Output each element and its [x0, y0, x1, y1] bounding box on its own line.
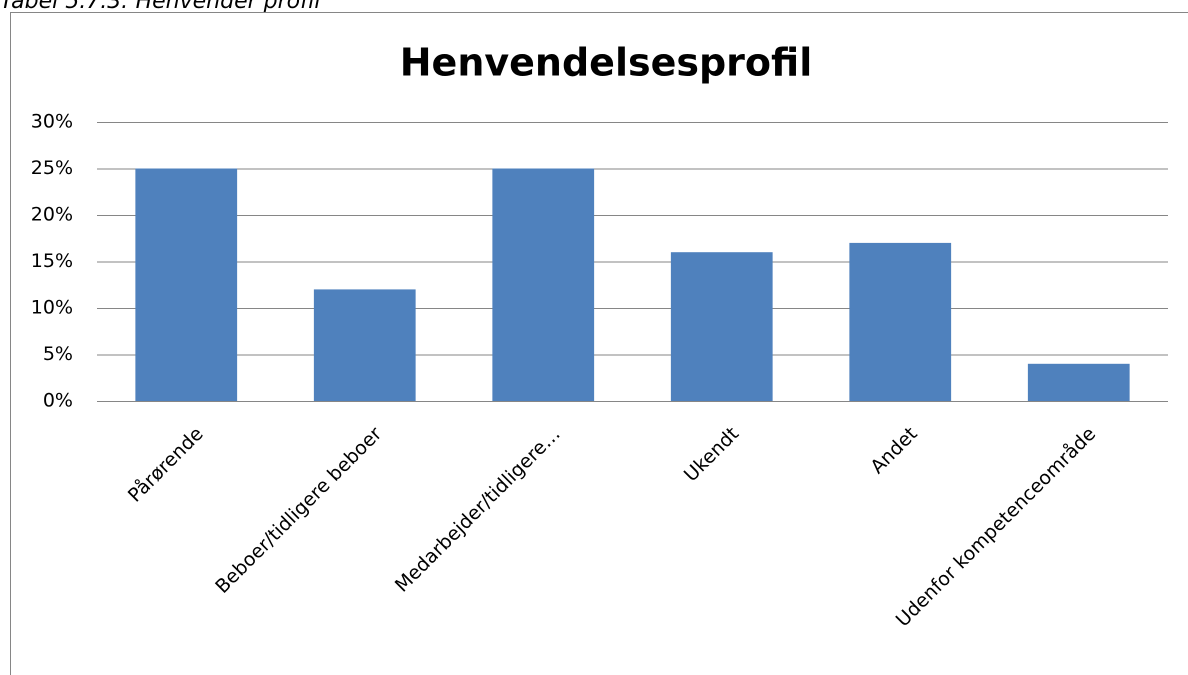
x-tick-label: Udenfor kompetenceområde [891, 422, 1100, 631]
x-tick-label: Andet [866, 423, 921, 478]
bar [849, 242, 952, 401]
y-tick-label: 15% [31, 250, 73, 272]
y-tick-label: 5% [43, 343, 73, 365]
x-tick-label: Pårørende [123, 422, 208, 507]
x-tick-label: Ukendt [680, 423, 743, 486]
y-tick-label: 25% [31, 157, 73, 179]
chart-title: Henvendelsesprofil [400, 41, 812, 85]
bar [1027, 363, 1130, 401]
bar [313, 289, 416, 401]
y-tick-label: 20% [31, 204, 73, 226]
bar [135, 168, 238, 401]
caption: Tabel 5.7.3: Henvender profil [0, 0, 320, 14]
y-tick-label: 0% [43, 390, 73, 412]
x-tick-label: Medarbejder/tidligere… [391, 423, 565, 597]
y-tick-label: 10% [31, 297, 73, 319]
y-tick-label: 30% [31, 111, 73, 133]
bar [492, 168, 595, 401]
x-tick-label: Beboer/tidligere beboer [211, 423, 386, 598]
chart-frame [10, 12, 1188, 675]
bar [670, 252, 773, 401]
